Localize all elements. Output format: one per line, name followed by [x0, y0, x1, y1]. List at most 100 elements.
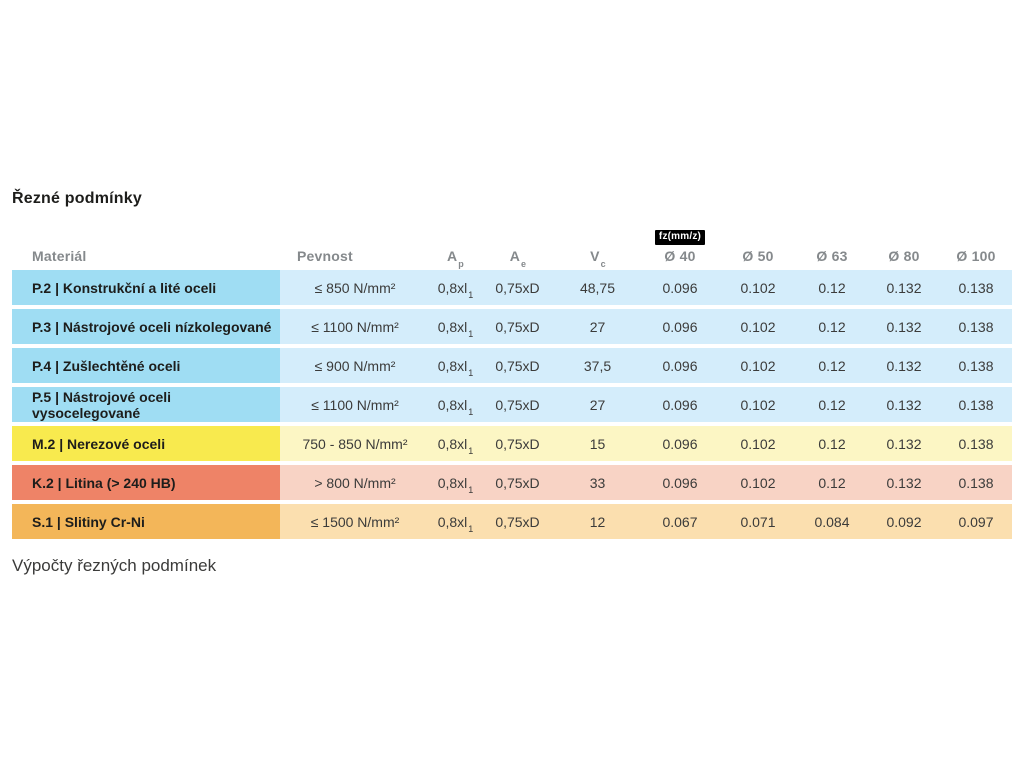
pevnost-cell: ≤ 1500 N/mm² [310, 513, 400, 530]
fz-d50-cell: 0.102 [740, 435, 776, 452]
material-cell: S.1 | Slitiny Cr-Ni [12, 504, 280, 539]
material-cell: M.2 | Nerezové oceli [12, 426, 280, 461]
fz-d50-cell: 0.102 [740, 396, 776, 413]
vc-cell: 15 [589, 435, 606, 452]
ae-cell: 0,75xD [495, 513, 540, 530]
fz-d80-cell: 0.132 [886, 279, 922, 296]
header-vc-base: V [590, 248, 600, 264]
fz-d80-cell: 0.132 [886, 474, 922, 491]
vc-cell: 27 [589, 396, 606, 413]
ae-cell: 0,75xD [495, 474, 540, 491]
vc-cell: 37,5 [583, 357, 612, 374]
table-row: K.2 | Litina (> 240 HB) > 800 N/mm² 0,8x… [12, 465, 1012, 500]
fz-d63-cell: 0.084 [814, 513, 850, 530]
fz-d50-cell: 0.071 [740, 513, 776, 530]
fz-d100-cell: 0.138 [958, 435, 994, 452]
pevnost-cell: ≤ 900 N/mm² [314, 357, 396, 374]
fz-d40-cell: 0.096 [662, 435, 698, 452]
fz-d80-cell: 0.132 [886, 396, 922, 413]
material-cell: P.5 | Nástrojové oceli vysocelegované [12, 387, 280, 422]
ap-value: 0,8xl [437, 396, 468, 413]
fz-d63-cell: 0.12 [818, 318, 846, 335]
pevnost-cell: > 800 N/mm² [314, 474, 396, 491]
page-title: Řezné podmínky [12, 190, 142, 207]
fz-d100-cell: 0.138 [958, 396, 994, 413]
ap-sub: 1 [468, 485, 474, 496]
fz-unit-badge: fz(mm/z) [654, 230, 706, 245]
ap-cell: 0,8xl1 [430, 396, 480, 417]
ae-cell: 0,75xD [495, 279, 540, 296]
header-pevnost: Pevnost [297, 248, 353, 264]
ap-cell: 0,8xl1 [430, 513, 480, 534]
header-diameter-40: fz(mm/z) Ø 40 [640, 230, 720, 264]
pevnost-cell: ≤ 1100 N/mm² [311, 396, 399, 413]
vc-cell: 33 [589, 474, 606, 491]
ap-sub: 1 [468, 524, 474, 535]
fz-d80-cell: 0.092 [886, 513, 922, 530]
ap-sub: 1 [468, 329, 474, 340]
header-ap-sub: p [458, 258, 464, 269]
table-row: P.4 | Zušlechtěné oceli ≤ 900 N/mm² 0,8x… [12, 348, 1012, 383]
ap-sub: 1 [468, 368, 474, 379]
ap-cell: 0,8xl1 [430, 279, 480, 300]
fz-d63-cell: 0.12 [818, 279, 846, 296]
header-diameter-50: Ø 50 [742, 248, 774, 264]
fz-d50-cell: 0.102 [740, 318, 776, 335]
ap-cell: 0,8xl1 [430, 474, 480, 495]
table-header-row: Materiál Pevnost Ap Ae Vc fz(mm/z) Ø 40 … [12, 226, 1012, 270]
header-diameter-100: Ø 100 [956, 248, 996, 264]
ap-value: 0,8xl [437, 318, 468, 335]
fz-d50-cell: 0.102 [740, 357, 776, 374]
ap-sub: 1 [468, 407, 474, 418]
material-cell: P.2 | Konstrukční a lité oceli [12, 270, 280, 305]
ap-value: 0,8xl [437, 474, 468, 491]
fz-d80-cell: 0.132 [886, 435, 922, 452]
pevnost-cell: ≤ 1100 N/mm² [311, 318, 399, 335]
fz-d40-cell: 0.096 [662, 318, 698, 335]
fz-d40-cell: 0.096 [662, 474, 698, 491]
cutting-conditions-table: Materiál Pevnost Ap Ae Vc fz(mm/z) Ø 40 … [12, 226, 1012, 543]
ap-value: 0,8xl [437, 279, 468, 296]
fz-d40-cell: 0.067 [662, 513, 698, 530]
header-vc-sub: c [600, 258, 606, 269]
header-vc: Vc [555, 248, 640, 268]
header-ae-sub: e [521, 258, 527, 269]
ae-cell: 0,75xD [495, 435, 540, 452]
fz-d80-cell: 0.132 [886, 318, 922, 335]
header-ae: Ae [480, 248, 555, 268]
ae-cell: 0,75xD [495, 318, 540, 335]
fz-d50-cell: 0.102 [740, 279, 776, 296]
fz-d63-cell: 0.12 [818, 357, 846, 374]
vc-cell: 12 [589, 513, 606, 530]
fz-d100-cell: 0.097 [958, 513, 994, 530]
ap-cell: 0,8xl1 [430, 357, 480, 378]
vc-cell: 27 [589, 318, 606, 335]
table-row: M.2 | Nerezové oceli 750 - 850 N/mm² 0,8… [12, 426, 1012, 461]
calculations-heading: Výpočty řezných podmínek [12, 556, 217, 575]
header-ap-base: A [446, 248, 458, 264]
fz-d40-cell: 0.096 [662, 279, 698, 296]
fz-d100-cell: 0.138 [958, 474, 994, 491]
fz-d100-cell: 0.138 [958, 318, 994, 335]
table-row: S.1 | Slitiny Cr-Ni ≤ 1500 N/mm² 0,8xl1 … [12, 504, 1012, 539]
pevnost-cell: 750 - 850 N/mm² [302, 435, 408, 452]
header-ap: Ap [430, 248, 480, 268]
header-diameter-40-label: Ø 40 [664, 248, 696, 264]
material-cell: P.4 | Zušlechtěné oceli [12, 348, 280, 383]
ae-cell: 0,75xD [495, 396, 540, 413]
header-diameter-63: Ø 63 [816, 248, 848, 264]
fz-d50-cell: 0.102 [740, 474, 776, 491]
pevnost-cell: ≤ 850 N/mm² [314, 279, 396, 296]
ae-cell: 0,75xD [495, 357, 540, 374]
material-cell: P.3 | Nástrojové oceli nízkolegované [12, 309, 280, 344]
table-row: P.3 | Nástrojové oceli nízkolegované ≤ 1… [12, 309, 1012, 344]
fz-d40-cell: 0.096 [662, 357, 698, 374]
ap-value: 0,8xl [437, 357, 468, 374]
fz-d63-cell: 0.12 [818, 474, 846, 491]
table-row: P.5 | Nástrojové oceli vysocelegované ≤ … [12, 387, 1012, 422]
fz-d100-cell: 0.138 [958, 357, 994, 374]
material-cell: K.2 | Litina (> 240 HB) [12, 465, 280, 500]
header-material: Materiál [32, 248, 87, 264]
vc-cell: 48,75 [579, 279, 616, 296]
ap-value: 0,8xl [437, 513, 468, 530]
